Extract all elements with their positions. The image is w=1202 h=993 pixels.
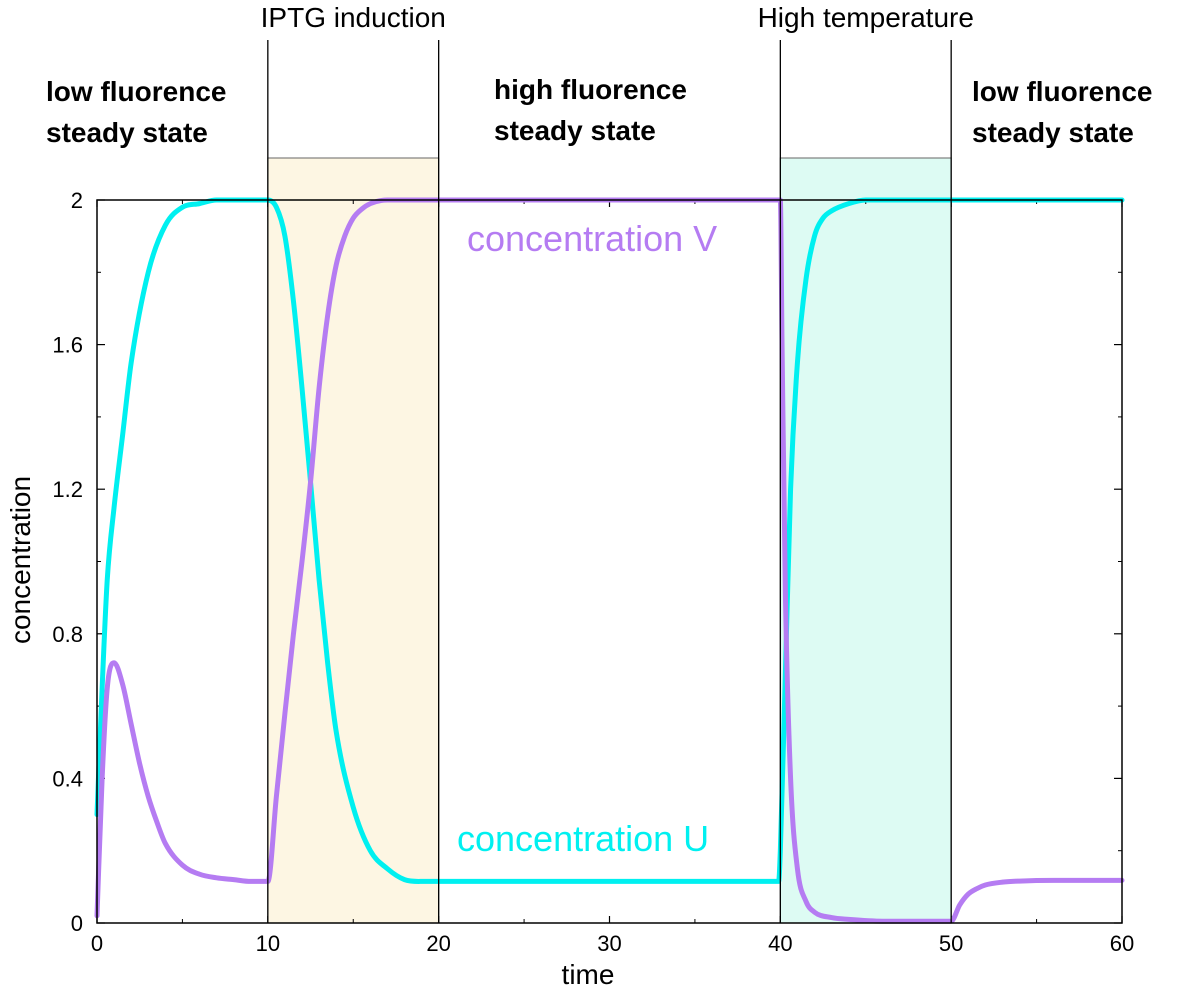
y-tick-label: 0 [71,911,83,936]
event-label-high-temperature: High temperature [758,2,974,33]
x-tick-label: 0 [91,931,103,956]
series-label-v: concentration V [467,218,717,259]
shaded-interval-2 [779,157,952,924]
state-label-1-line1: low fluorence [46,76,226,107]
plot-frame [96,199,1123,924]
shaded-intervals [267,157,952,924]
series-lines [94,197,1125,924]
y-axis-label: concentration [5,476,36,644]
state-label-1-line2: steady state [46,117,208,148]
y-tick-label: 0.8 [52,622,83,647]
y-tick-label: 1.2 [52,477,83,502]
state-label-2-line2: steady state [494,115,656,146]
x-tick-label: 50 [939,931,963,956]
phase-lines [267,40,952,923]
axis-ticks: 0 10 20 30 40 50 60 0 0.4 0.8 1.2 1.6 2 [52,188,1134,956]
series-line-u [94,197,1125,884]
series-line-v [94,197,1125,924]
x-tick-label: 10 [256,931,280,956]
event-label-iptg: IPTG induction [261,2,446,33]
y-tick-label: 1.6 [52,333,83,358]
x-axis-label: time [562,959,615,990]
x-tick-label: 60 [1110,931,1134,956]
state-label-3-line1: low fluorence [972,76,1152,107]
x-tick-label: 20 [426,931,450,956]
x-tick-label: 40 [768,931,792,956]
state-label-3-line2: steady state [972,117,1134,148]
x-tick-label: 30 [597,931,621,956]
y-tick-label: 0.4 [52,766,83,791]
shaded-interval-1 [267,157,440,924]
state-label-2-line1: high fluorence [494,74,687,105]
series-label-u: concentration U [457,818,709,859]
y-tick-label: 2 [71,188,83,213]
